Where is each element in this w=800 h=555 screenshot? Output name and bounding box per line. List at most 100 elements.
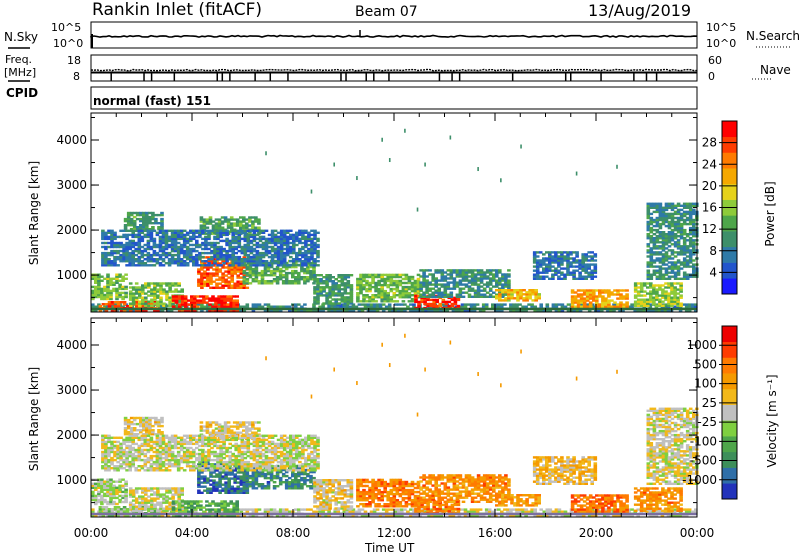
power-echo-cell	[125, 250, 129, 252]
power-echo-cell	[255, 303, 259, 305]
power-echo-cell	[255, 306, 259, 308]
power-echo-cell	[674, 255, 678, 257]
power-echo-cell	[289, 230, 293, 232]
power-echo-cell	[219, 264, 223, 266]
power-echo-cell	[225, 242, 229, 244]
power-echo-cell	[507, 279, 511, 281]
power-echo-cell	[525, 299, 529, 301]
power-scatter-echo	[356, 176, 358, 180]
velocity-echo-cell	[285, 508, 289, 510]
power-colorbar-tick-label: 8	[709, 244, 717, 258]
power-echo-cell	[286, 250, 290, 252]
power-echo-cell	[195, 258, 199, 260]
power-echo-cell	[144, 297, 148, 299]
velocity-echo-cell	[309, 508, 313, 510]
power-echo-cell	[138, 305, 142, 307]
power-echo-cell	[462, 296, 466, 298]
power-echo-cell	[144, 303, 148, 305]
power-echo-cell	[539, 272, 543, 274]
power-echo-cell	[589, 301, 593, 303]
power-echo-cell	[295, 234, 299, 236]
power-echo-cell	[226, 295, 230, 297]
velocity-echo-cell	[91, 511, 95, 513]
power-echo-cell	[235, 295, 239, 297]
power-echo-cell	[594, 259, 598, 261]
power-echo-cell	[100, 276, 104, 278]
power-echo-cell	[165, 262, 169, 264]
power-echo-cell	[115, 274, 119, 276]
power-echo-cell	[650, 255, 654, 257]
power-echo-cell	[646, 305, 650, 307]
power-echo-cell	[289, 256, 293, 258]
power-echo-cell	[106, 286, 110, 288]
power-echo-cell	[650, 231, 654, 233]
power-echo-cell	[267, 303, 271, 305]
power-colorbar-tick-label: 16	[702, 201, 717, 215]
power-echo-cell	[186, 242, 190, 244]
power-echo-cell	[106, 274, 110, 276]
power-echo-cell	[136, 214, 140, 216]
power-echo-cell	[489, 296, 493, 298]
power-echo-cell	[156, 252, 160, 254]
power-echo-cell	[104, 242, 108, 244]
power-echo-cell	[307, 256, 311, 258]
power-echo-cell	[196, 299, 200, 301]
power-echo-cell	[175, 295, 179, 297]
power-echo-cell	[124, 292, 128, 294]
power-scatter-echo	[450, 136, 452, 140]
power-echo-cell	[680, 247, 684, 249]
power-echo-cell	[350, 298, 354, 300]
power-echo-cell	[679, 305, 683, 307]
velocity-echo-cell	[358, 511, 362, 513]
power-echo-cell	[129, 305, 133, 307]
power-echo-cell	[337, 280, 341, 282]
power-echo-cell	[327, 306, 331, 308]
power-echo-cell	[388, 306, 392, 308]
power-echo-cell	[464, 306, 468, 308]
power-echo-cell	[680, 263, 684, 265]
power-echo-cell	[116, 264, 120, 266]
power-echo-cell	[337, 284, 341, 286]
power-echo-cell	[215, 283, 219, 285]
power-echo-cell	[408, 276, 412, 278]
power-echo-cell	[286, 242, 290, 244]
power-echo-cell	[125, 234, 129, 236]
power-echo-cell	[303, 303, 307, 305]
power-echo-cell	[247, 250, 251, 252]
power-echo-cell	[225, 234, 229, 236]
power-echo-cell	[367, 306, 371, 308]
power-echo-cell	[184, 295, 188, 297]
power-echo-cell	[257, 218, 261, 220]
freq-panel-frame	[91, 55, 697, 81]
power-echo-cell	[677, 239, 681, 241]
power-echo-cell	[671, 257, 675, 259]
power-echo-cell	[522, 289, 526, 291]
power-echo-cell	[650, 227, 654, 229]
power-echo-cell	[408, 292, 412, 294]
power-echo-cell	[180, 288, 184, 290]
power-echo-cell	[386, 284, 390, 286]
power-echo-cell	[680, 209, 684, 211]
power-echo-cell	[246, 278, 250, 280]
power-echo-cell	[215, 287, 219, 289]
velocity-echo-cell	[497, 508, 501, 510]
power-echo-cell	[450, 269, 454, 271]
power-echo-cell	[671, 209, 675, 211]
power-echo-cell	[154, 222, 158, 224]
power-echo-cell	[671, 239, 675, 241]
velocity-echo-cell	[336, 511, 340, 513]
power-echo-cell	[145, 222, 149, 224]
velocity-echo-cell	[500, 511, 504, 513]
power-echo-cell	[441, 269, 445, 271]
power-echo-cell	[689, 249, 693, 251]
velocity-echo-cell	[403, 508, 407, 510]
power-echo-cell	[679, 294, 683, 296]
power-echo-cell	[165, 282, 169, 284]
power-echo-cell	[316, 250, 320, 252]
power-echo-cell	[659, 223, 663, 225]
power-echo-cell	[680, 213, 684, 215]
power-colorbar-segment	[722, 137, 737, 153]
power-echo-cell	[453, 288, 457, 290]
power-echo-cell	[561, 306, 565, 308]
power-echo-cell	[174, 250, 178, 252]
